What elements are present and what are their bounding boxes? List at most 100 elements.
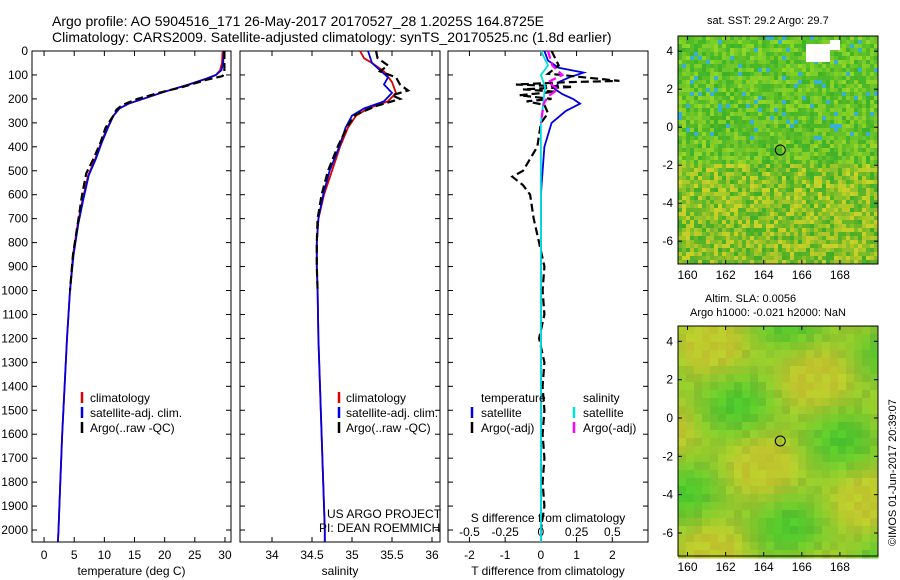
map-cell [774,188,779,193]
map-cell [750,40,755,45]
map-cell [866,180,871,185]
map-cell [686,244,691,249]
map-cell [718,212,723,217]
map-cell [742,152,747,157]
map-cell [722,84,727,89]
map-cell [762,104,767,109]
map-cell [830,390,839,399]
map-cell [698,256,703,261]
map-cell [830,486,839,495]
map-cell [686,176,691,181]
map-cell [734,232,739,237]
map-cell [770,52,775,57]
map-cell [826,180,831,185]
map-cell [750,164,755,169]
map-cell [690,172,695,177]
map-cell [786,232,791,237]
map-cell [826,140,831,145]
map-cell [722,204,727,209]
sst-map-title: sat. SST: 29.2 Argo: 29.7 [707,15,829,27]
map-cell [758,510,767,519]
map-cell [778,144,783,149]
map-cell [766,168,771,173]
map-cell [810,208,815,213]
map-cell [746,40,751,45]
map-cell [862,60,867,65]
map-cell [678,136,683,141]
map-cell [806,88,811,93]
map-cell [842,184,847,189]
map-cell [678,478,687,487]
map-cell [802,216,807,221]
map-cell [726,342,735,351]
map-cell [854,64,859,69]
map-cell [870,518,879,527]
map-cell [858,192,863,197]
map-cell [722,260,727,265]
map-cell [686,486,695,495]
map-cell [734,96,739,101]
map-cell [802,140,807,145]
map-cell [682,200,687,205]
map-cell [778,212,783,217]
map-cell [742,128,747,133]
map-cell [774,108,779,113]
map-cell [686,334,695,343]
map-cell [682,148,687,153]
map-cell [838,48,843,53]
map-cell [762,112,767,117]
map-cell [758,100,763,105]
map-cell [870,228,875,233]
map-cell [750,36,755,41]
map-cell [810,124,815,129]
map-cell [742,76,747,81]
map-cell [770,140,775,145]
map-cell [714,252,719,257]
map-cell [798,44,803,49]
map-cell [722,148,727,153]
map-cell [802,116,807,121]
map-cell [814,188,819,193]
map-cell [838,40,843,45]
map-cell [738,44,743,49]
map-cell [802,220,807,225]
map-cell [762,56,767,61]
map-cell [830,406,839,415]
map-cell [854,252,859,257]
map-cell [854,176,859,181]
map-cell [858,44,863,49]
map-cell [822,40,827,45]
map-cell [802,180,807,185]
map-cell [678,342,687,351]
map-cell [874,132,879,137]
map-cell [794,36,799,41]
map-cell [714,172,719,177]
map-cell [866,188,871,193]
map-cell [774,326,783,335]
map-cell [842,248,847,253]
map-cell [838,406,847,415]
map-cell [818,148,823,153]
map-cell [750,342,759,351]
map-cell [750,486,759,495]
map-cell [730,188,735,193]
map-cell [790,164,795,169]
y-tick-label: 400 [8,140,28,154]
map-cell [834,36,839,41]
map-cell [814,228,819,233]
map-cell [762,152,767,157]
map-cell [798,326,807,335]
map-cell [710,462,719,471]
map-cell [834,236,839,241]
map-cell [838,462,847,471]
map-cell [834,216,839,221]
map-cell [710,422,719,431]
map-cell [714,244,719,249]
map-cell [802,84,807,89]
map-cell [806,454,815,463]
map-cell [698,84,703,89]
map-cell [734,72,739,77]
map-cell [794,252,799,257]
map-cell [762,212,767,217]
map-cell [758,502,767,511]
